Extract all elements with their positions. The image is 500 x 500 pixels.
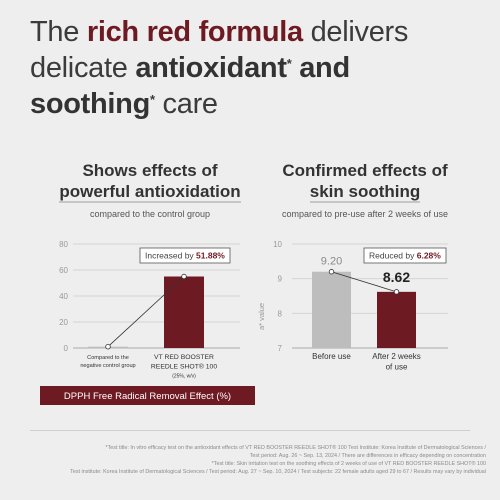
value-label: 8.62 [383,269,410,285]
annotation-box [363,247,447,264]
x-category-label: REEDLE SHOT® 100 [151,362,217,370]
y-tick-label: 60 [59,266,68,275]
y-tick-label: 10 [273,240,282,249]
annotation-text: Reduced by 6.28% [369,251,441,261]
footnote-line: *Test title: In vitro efficacy test on t… [105,445,487,451]
annotation-value: 51.88% [196,251,225,261]
headline-bold: and [291,52,350,84]
annotation-value: 6.28% [417,251,442,261]
left-panel-subtitle: compared to the control group [89,209,211,219]
footnote-divider [30,430,470,431]
trend-line [331,271,397,293]
annotation-text: Increased by 51.88% [145,251,225,261]
y-tick-label: 20 [59,318,68,327]
right-panel-subtitle: compared to pre-use after 2 weeks of use [281,209,449,219]
annotation-label: Reduced by [369,251,417,261]
annotation-label: Increased by [145,251,196,261]
data-point [328,269,335,275]
x-category-label: After 2 weeks [372,352,420,361]
y-tick-label: 40 [59,292,68,301]
x-category-label: of use [386,363,408,372]
left-title-line1: Shows effects of [82,161,218,180]
asterisk: * [286,56,292,71]
headline-bold: antioxidant [135,52,287,84]
asterisk: * [150,92,155,107]
x-axis-label-banner [40,386,255,405]
right-title-line2: skin soothing [309,182,421,203]
x-category-label: Compared to the [87,355,129,361]
annotation-box [139,247,231,264]
y-axis-label: a* value [257,303,266,330]
bar [377,291,416,348]
bar [312,271,351,348]
y-tick-label: 9 [278,275,283,284]
data-point [105,344,111,350]
headline-text: care [154,88,219,120]
x-category-label: negative control group [80,363,135,369]
data-point [181,273,187,280]
right-title-line1: Confirmed effects of [282,161,448,180]
value-label: 9.20 [321,256,342,268]
x-axis-label: DPPH Free Radical Removal Effect (%) [64,391,231,402]
data-point [393,289,400,295]
headline-bold: soothing [30,88,151,120]
footnote-line: Test period: Aug. 26 ~ Sep. 13, 2024 / T… [249,453,486,459]
x-category-label: Before use [312,352,351,361]
headline-highlight: rich red formula [86,16,303,48]
headline-text: delivers [302,16,409,48]
left-title-line2: powerful antioxidation [59,182,241,203]
footnote-line: Test institute: Korea Institute of Derma… [70,469,486,475]
y-tick-label: 8 [278,309,283,318]
y-tick-label: 0 [64,344,69,353]
footnotes: *Test title: In vitro efficacy test on t… [70,444,486,476]
trend-line [107,276,185,347]
left-panel-title: Shows effects of powerful antioxidation [40,160,260,203]
y-tick-label: 7 [278,344,283,353]
headline-text: The [30,16,87,48]
x-category-label: (25%, w/v) [172,374,196,380]
y-tick-label: 80 [59,240,68,249]
x-category-label: VT RED BOOSTER [154,354,214,361]
headline-text: delicate [30,52,136,84]
footnote-line: *Test title: Skin irritation test on the… [211,461,486,467]
right-panel-title: Confirmed effects of skin soothing [255,160,475,203]
bar [164,276,204,348]
headline: The rich red formula delivers delicate a… [30,14,480,122]
